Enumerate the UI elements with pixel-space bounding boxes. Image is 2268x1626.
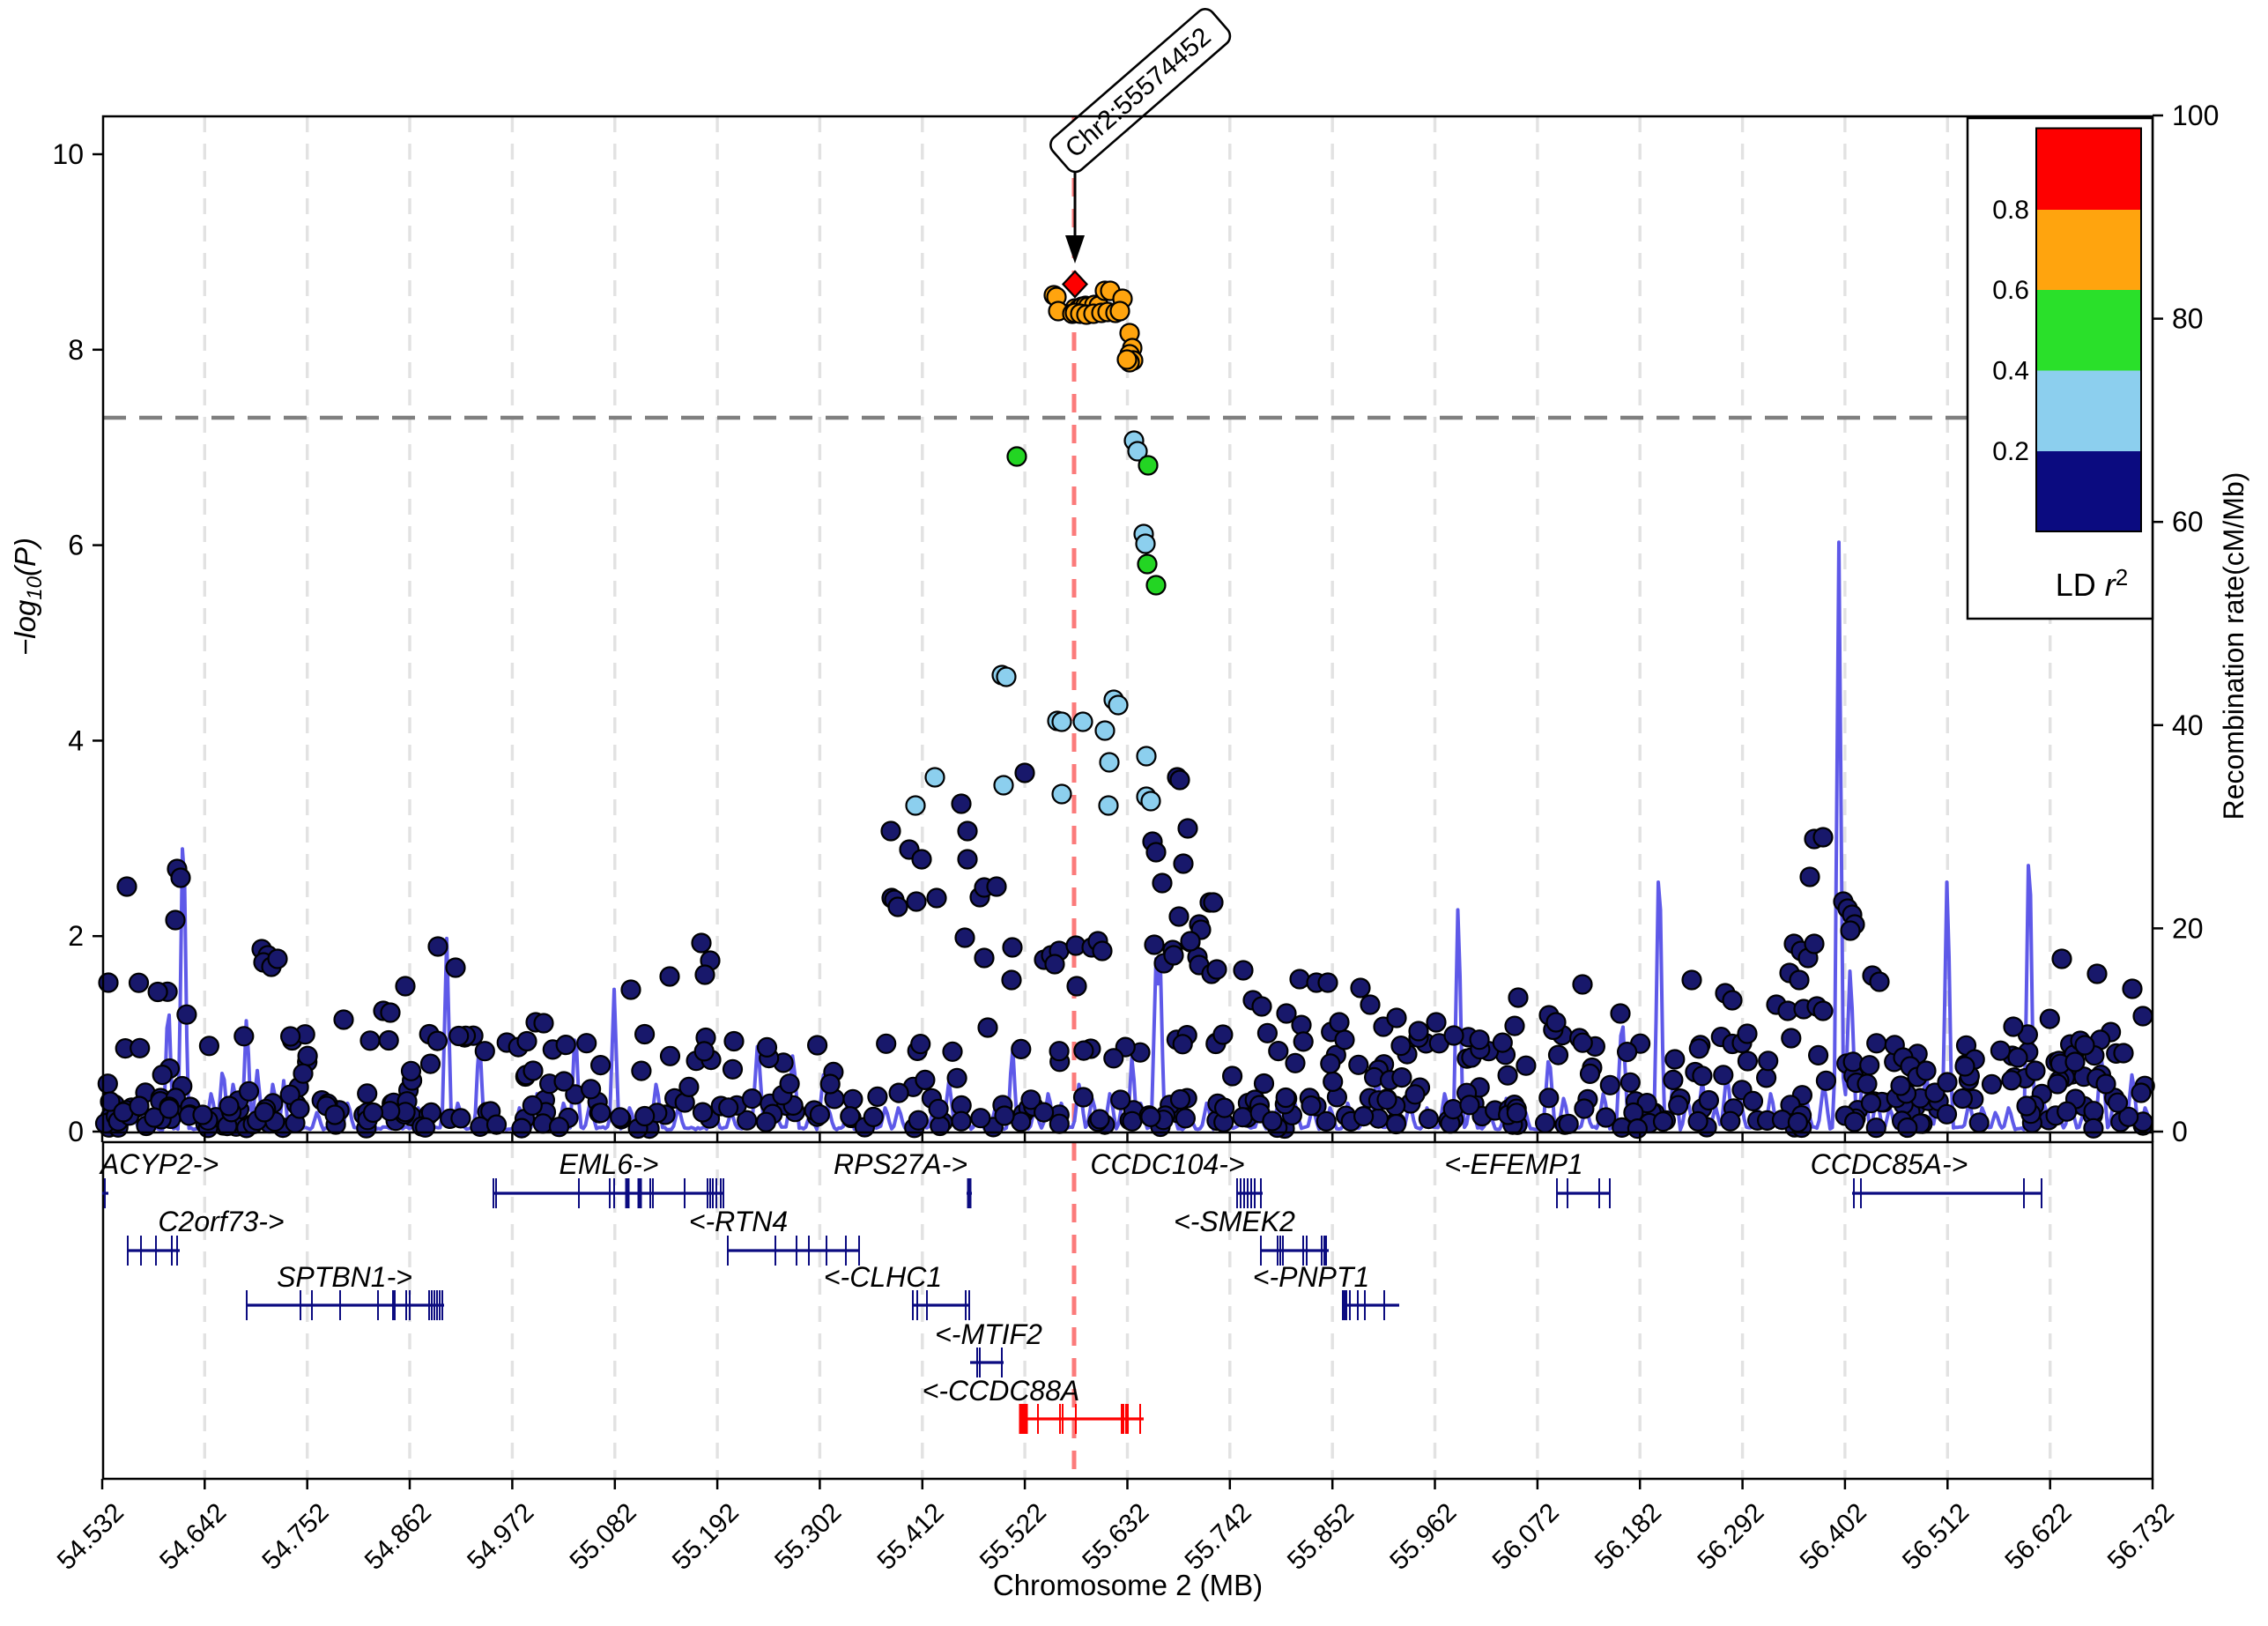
svg-text:10: 10: [52, 138, 84, 170]
svg-text:0: 0: [68, 1116, 84, 1147]
svg-text:Chromosome 2 (MB): Chromosome 2 (MB): [993, 1569, 1263, 1601]
svg-text:100: 100: [2172, 100, 2219, 131]
svg-text:C2orf73->: C2orf73->: [158, 1206, 284, 1237]
svg-text:ACYP2->: ACYP2->: [99, 1148, 219, 1180]
svg-text:CCDC104->: CCDC104->: [1090, 1148, 1244, 1180]
svg-text:80: 80: [2172, 303, 2204, 335]
svg-text:<-RTN4: <-RTN4: [689, 1206, 788, 1237]
svg-text:<-CCDC88A: <-CCDC88A: [923, 1375, 1080, 1407]
svg-text:<-SMEK2: <-SMEK2: [1174, 1206, 1295, 1237]
svg-text:0.6: 0.6: [1992, 276, 2029, 305]
svg-text:20: 20: [2172, 912, 2204, 944]
svg-text:<-MTIF2: <-MTIF2: [935, 1318, 1042, 1350]
svg-text:EML6->: EML6->: [560, 1148, 659, 1180]
svg-text:CCDC85A->: CCDC85A->: [1811, 1148, 1968, 1180]
svg-text:2: 2: [68, 920, 84, 952]
svg-text:RPS27A->: RPS27A->: [834, 1148, 967, 1180]
svg-text:40: 40: [2172, 709, 2204, 741]
svg-text:6: 6: [68, 530, 84, 561]
svg-text:−log10(P): −log10(P): [9, 538, 47, 656]
svg-text:4: 4: [68, 724, 84, 756]
svg-text:0.8: 0.8: [1992, 196, 2029, 225]
svg-text:8: 8: [68, 334, 84, 366]
svg-text:0.2: 0.2: [1992, 437, 2029, 466]
svg-text:0: 0: [2172, 1116, 2188, 1147]
svg-text:<-CLHC1: <-CLHC1: [824, 1261, 942, 1293]
svg-text:<-PNPT1: <-PNPT1: [1253, 1261, 1369, 1293]
svg-text:60: 60: [2172, 506, 2204, 538]
svg-text:<-EFEMP1: <-EFEMP1: [1444, 1148, 1582, 1180]
svg-text:SPTBN1->: SPTBN1->: [277, 1261, 412, 1293]
svg-text:Recombination rate(cM/Mb): Recombination rate(cM/Mb): [2218, 472, 2249, 820]
svg-text:0.4: 0.4: [1992, 357, 2029, 386]
